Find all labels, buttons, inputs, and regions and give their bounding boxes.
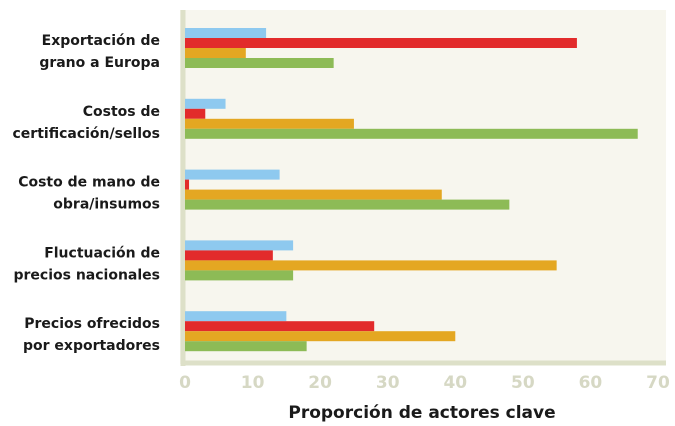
y-tick-label: precios nacionales	[13, 267, 160, 283]
bar	[185, 240, 294, 251]
x-tick-label: 40	[443, 373, 467, 393]
bar	[185, 28, 267, 38]
bar	[185, 128, 638, 139]
y-tick-label: Fluctuación de	[44, 245, 160, 261]
bar	[185, 38, 577, 48]
bar	[185, 118, 354, 129]
y-tick-label: grano a Europa	[39, 55, 160, 71]
bar	[185, 48, 246, 58]
bar	[185, 189, 442, 200]
bar	[185, 311, 287, 322]
bar	[185, 179, 190, 190]
bar	[185, 341, 307, 352]
x-tick-label: 50	[511, 373, 535, 393]
y-tick-label: Costo de mano de	[18, 175, 160, 191]
bar	[185, 169, 280, 180]
bar	[185, 331, 456, 342]
bar	[185, 321, 375, 332]
bar	[185, 250, 273, 261]
x-tick-label: 30	[376, 373, 400, 393]
x-tick-label: 60	[579, 373, 603, 393]
y-tick-label: Precios ofrecidos	[24, 316, 160, 332]
bar	[185, 270, 294, 281]
x-axis-title: Proporción de actores clave	[288, 403, 555, 423]
bar	[185, 58, 334, 68]
x-tick-label: 10	[241, 373, 265, 393]
y-tick-label: Exportación de	[42, 33, 160, 49]
plot-background	[180, 10, 666, 364]
y-tick-label: certificación/sellos	[13, 126, 161, 142]
x-tick-label: 20	[308, 373, 332, 393]
y-tick-label: obra/insumos	[53, 197, 160, 213]
x-tick-label: 70	[646, 373, 670, 393]
bar	[185, 260, 557, 271]
y-tick-label: por exportadores	[23, 338, 160, 354]
bar	[185, 199, 510, 210]
bar	[185, 108, 206, 119]
bar	[185, 98, 226, 109]
x-tick-label: 0	[179, 373, 191, 393]
y-tick-label: Costos de	[83, 104, 160, 120]
